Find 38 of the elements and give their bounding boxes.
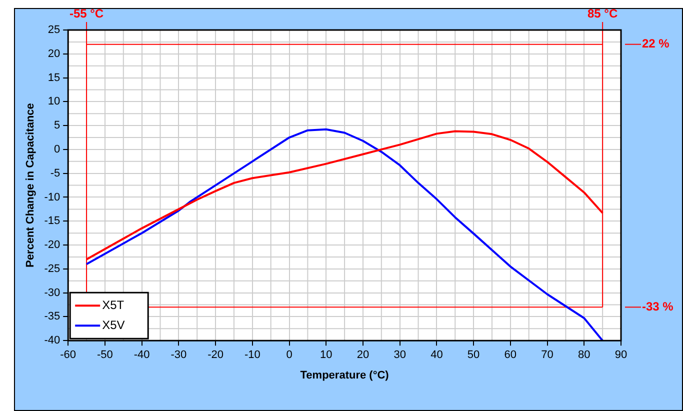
legend-label: X5V	[102, 318, 125, 332]
y-tick-label: 15	[48, 72, 60, 84]
x-tick-label: 20	[356, 349, 370, 362]
y-axis-title: Percent Change in Capacitance	[24, 103, 37, 268]
x-tick-label: -60	[60, 349, 76, 362]
x-tick-label: 80	[578, 349, 590, 362]
x-tick-label: 30	[394, 349, 406, 362]
x-tick-label: 70	[541, 349, 554, 362]
y-tick-label: -40	[44, 334, 60, 347]
y-tick-label: 5	[54, 120, 60, 132]
y-tick-label: 10	[48, 96, 60, 108]
x-tick-label: 90	[614, 349, 628, 362]
x-axis-title: Temperature (°C)	[300, 369, 390, 382]
x-tick-label: -20	[208, 349, 224, 362]
y-tick-label: -30	[44, 286, 60, 299]
x-tick-label: -10	[244, 349, 260, 362]
y-tick-label: -25	[44, 262, 60, 275]
y-tick-label: -10	[44, 191, 60, 204]
y-tick-label: -35	[44, 310, 60, 323]
ref-line-label: -55 °C	[69, 6, 104, 20]
x-tick-label: -40	[134, 349, 150, 362]
y-tick-label: 25	[48, 24, 60, 36]
legend-label: X5T	[102, 298, 125, 312]
x-tick-label: 60	[504, 349, 517, 362]
x-tick-label: 50	[467, 349, 480, 362]
y-tick-label: 20	[48, 48, 60, 60]
x-tick-label: 40	[430, 349, 443, 362]
ref-line-label: 85 °C	[587, 6, 618, 20]
ref-line-label: -33 %	[642, 299, 674, 314]
x-tick-label: -50	[97, 349, 113, 362]
x-tick-label: 10	[320, 349, 332, 362]
y-tick-label: -20	[44, 239, 60, 252]
y-tick-label: 0	[54, 143, 60, 156]
y-tick-label: -15	[44, 215, 60, 228]
x-tick-label: -30	[170, 349, 187, 362]
y-tick-label: -5	[50, 167, 60, 180]
ref-line-label: 22 %	[642, 36, 670, 51]
x-tick-label: 0	[286, 349, 292, 362]
